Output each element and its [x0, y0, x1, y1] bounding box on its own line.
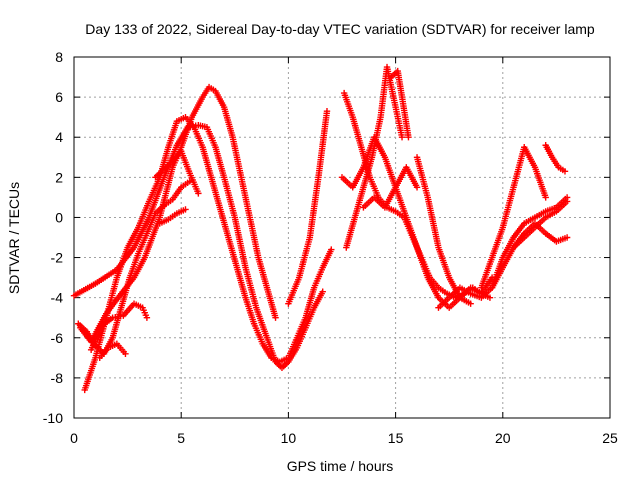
- series-arc3: [81, 113, 335, 394]
- data-point: [488, 274, 496, 281]
- series-arc14: [388, 67, 412, 141]
- series-arc13: [360, 164, 421, 211]
- x-tick-label: 25: [602, 430, 618, 446]
- x-axis-label: GPS time / hours: [287, 458, 394, 474]
- data-point: [195, 190, 202, 197]
- series-arc17: [478, 144, 549, 291]
- x-tick-label: 0: [70, 430, 78, 446]
- series-arc9: [285, 107, 331, 307]
- data-point: [186, 178, 193, 185]
- series-arc19: [542, 142, 569, 175]
- series-arc5: [87, 300, 151, 354]
- plot-frame: [73, 56, 611, 419]
- y-tick-label: 8: [55, 49, 63, 65]
- y-tick-label: -8: [51, 370, 64, 386]
- data-point: [182, 206, 189, 213]
- y-tick-label: -6: [51, 330, 64, 346]
- grid: [74, 57, 610, 418]
- series-arc20: [488, 220, 571, 291]
- data-point: [467, 300, 474, 307]
- series-arc6: [96, 340, 129, 362]
- axis-ticks: 0 5 10 15 20 25 -10 -8 -6 -4 -2 0 2 4 6 8: [43, 49, 618, 446]
- x-tick-label: 20: [495, 430, 511, 446]
- y-tick-label: -2: [51, 250, 64, 266]
- data-point: [272, 314, 279, 321]
- y-tick-label: 4: [55, 129, 63, 145]
- series-arc15: [413, 154, 474, 307]
- data-point: [323, 107, 331, 115]
- data-marks: [70, 63, 571, 394]
- data-point: [561, 168, 569, 175]
- series-arc7: [152, 148, 202, 197]
- data-point: [122, 350, 129, 358]
- y-tick-label: -10: [43, 410, 63, 426]
- data-point: [398, 134, 406, 141]
- data-point: [405, 134, 412, 141]
- y-axis-label: SDTVAR / TECUs: [6, 182, 22, 294]
- data-point: [319, 288, 326, 295]
- chart-title: Day 133 of 2022, Sidereal Day-to-day VTE…: [85, 21, 595, 37]
- x-tick-label: 10: [281, 430, 297, 446]
- y-tick-label: 6: [55, 89, 63, 105]
- data-point: [486, 294, 494, 301]
- data-point: [563, 234, 571, 241]
- y-tick-label: 2: [55, 169, 63, 185]
- y-tick-label: -4: [51, 290, 64, 306]
- x-tick-label: 15: [388, 430, 404, 446]
- x-tick-label: 5: [177, 430, 185, 446]
- data-point: [542, 194, 549, 201]
- data-point: [413, 184, 421, 191]
- series-arc8: [156, 206, 189, 227]
- y-tick-label: 0: [55, 209, 63, 225]
- series-arc1: [70, 121, 326, 372]
- data-point: [328, 246, 335, 253]
- series-arc4: [75, 178, 193, 358]
- data-point: [143, 314, 151, 321]
- data-point: [563, 198, 571, 205]
